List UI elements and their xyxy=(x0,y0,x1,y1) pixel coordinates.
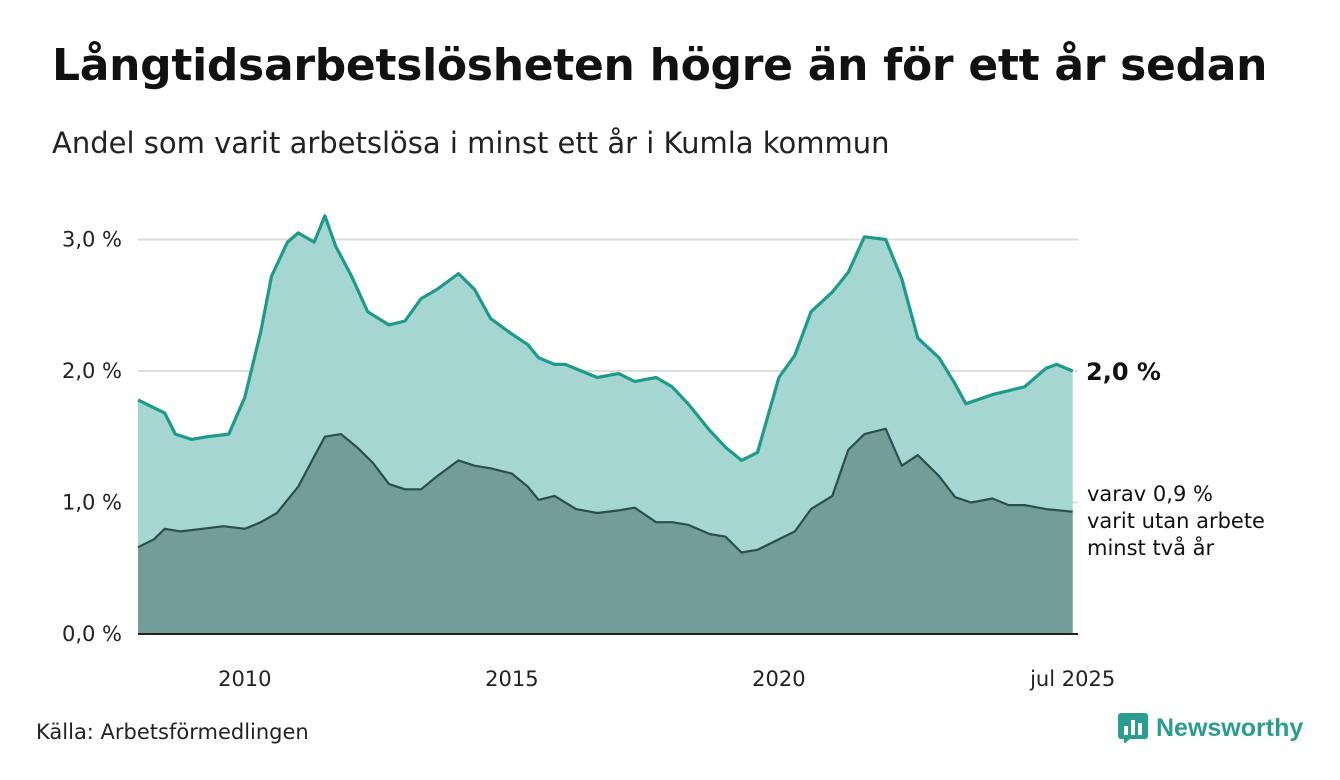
series-minst-tva-ar-area xyxy=(138,428,1073,634)
y-tick-label: 0,0 % xyxy=(62,622,122,646)
series-end-label: 2,0 % xyxy=(1086,358,1161,386)
series-end-label: varit utan arbete xyxy=(1087,509,1265,533)
axes: 0,0 % 1,0 % 2,0 % 3,0 % 2010 2015 2020 jul 2025 xyxy=(62,227,1115,691)
x-tick-label: 2010 xyxy=(218,667,271,691)
x-tick-label: 2015 xyxy=(485,667,538,691)
chart-title: Långtidsarbetslösheten högre än för ett … xyxy=(52,40,1268,91)
brand-name: Newsworthy xyxy=(1156,713,1304,742)
series-minst-tva-ar-line xyxy=(137,427,1073,554)
chart-subtitle: Andel som varit arbetslösa i minst ett å… xyxy=(52,126,890,160)
area-layer xyxy=(137,214,1074,635)
brand-logo[interactable]: Newsworthy xyxy=(1118,713,1303,743)
y-tick-label: 3,0 % xyxy=(62,227,122,251)
area-chart: 0,0 % 1,0 % 2,0 % 3,0 % 2010 2015 2020 jul 2025… xyxy=(62,214,1265,691)
y-tick-label: 1,0 % xyxy=(62,490,122,514)
x-tick-label: 2020 xyxy=(752,667,805,691)
source-note: Källa: Arbetsförmedlingen xyxy=(36,720,309,744)
series-end-label: minst två år xyxy=(1087,535,1215,560)
bar-chart-icon xyxy=(1118,713,1148,743)
x-tick-label: jul 2025 xyxy=(1029,667,1115,691)
series-end-label: varav 0,9 % xyxy=(1087,482,1213,506)
y-tick-label: 2,0 % xyxy=(62,359,122,383)
series-minst-ett-ar-line xyxy=(137,214,1074,462)
